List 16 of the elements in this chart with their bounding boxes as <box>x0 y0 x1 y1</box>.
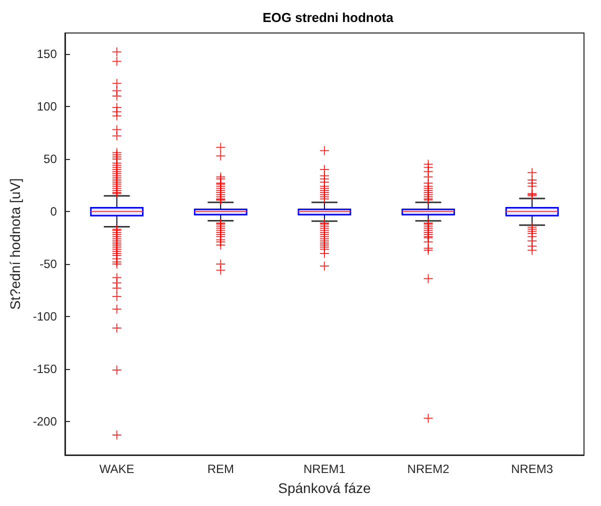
y-axis-title: St?ední hodnota [uV] <box>7 178 23 310</box>
y-tick-label: 50 <box>44 152 58 166</box>
x-tick-label: NREM1 <box>303 462 346 476</box>
x-tick-label: NREM2 <box>407 462 450 476</box>
y-tick-label: -150 <box>32 362 58 376</box>
y-tick-label: -100 <box>32 309 58 324</box>
x-tick-label: NREM3 <box>511 462 554 476</box>
x-tick-label: WAKE <box>99 462 134 476</box>
x-tick-label: REM <box>207 462 234 476</box>
chart-title: EOG stredni hodnota <box>262 10 394 25</box>
y-tick-label: 150 <box>36 46 58 61</box>
y-tick-label: -50 <box>40 256 58 271</box>
y-tick-label: -200 <box>32 414 58 428</box>
y-tick-label: 100 <box>36 99 58 114</box>
x-axis-title: Spánková fáze <box>278 480 371 496</box>
y-tick-label: 0 <box>50 204 58 218</box>
